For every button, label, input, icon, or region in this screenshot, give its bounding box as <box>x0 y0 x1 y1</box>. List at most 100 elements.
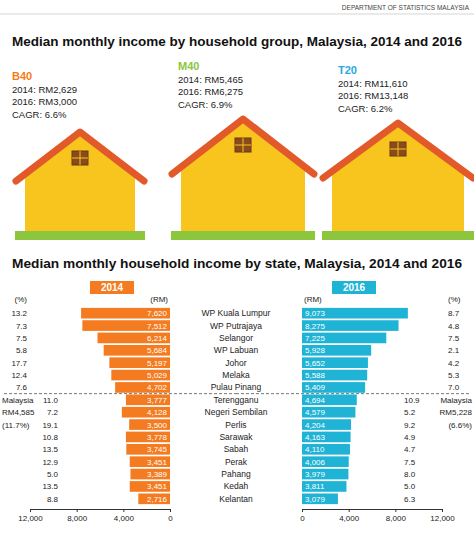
tick: 4,000 <box>339 509 360 523</box>
group-line: 2014: RM2,629 <box>12 84 77 95</box>
data-label: 2,716 <box>147 495 168 504</box>
category-label: WP Kuala Lumpur <box>202 308 271 318</box>
tick: 4,000 <box>114 509 135 523</box>
house-wall <box>25 135 135 231</box>
data-label: 3,451 <box>147 482 168 491</box>
lawn <box>15 231 145 240</box>
series-box <box>90 281 134 294</box>
bar <box>302 370 367 381</box>
category-label: Sabah <box>224 444 249 454</box>
category-label: WP Putrajaya <box>210 321 262 331</box>
bars <box>81 308 170 504</box>
group-line: CAGR: 6.6% <box>12 109 67 120</box>
bar <box>130 481 170 492</box>
growth-label: 7.5 <box>404 458 416 467</box>
growth-label: 4.2 <box>448 359 460 368</box>
growth-label: 10.8 <box>42 433 58 442</box>
tick-label: 12,000 <box>430 514 455 523</box>
data-label: 3,451 <box>147 458 168 467</box>
page: DEPARTMENT OF STATISTICS MALAYSIA Median … <box>0 0 474 550</box>
tick-label: 4,000 <box>339 514 360 523</box>
section-title: Median monthly income by household group… <box>12 34 462 49</box>
series-name: 2014 <box>101 282 124 293</box>
tick-mark <box>123 509 124 512</box>
group-line: 2014: RM5,465 <box>178 74 243 85</box>
series-box <box>332 281 376 294</box>
lawn <box>322 231 474 240</box>
tick: 0 <box>300 509 305 523</box>
growth-label: 7.5 <box>448 334 460 343</box>
group-line: 2014: RM11,610 <box>338 78 408 89</box>
data-label: 5,197 <box>147 359 168 368</box>
data-label: 4,163 <box>305 433 326 442</box>
growth-label: 6.3 <box>404 495 416 504</box>
growth-label: 5.2 <box>404 408 416 417</box>
tick-mark <box>349 509 350 512</box>
background <box>0 0 474 550</box>
data-label: 3,079 <box>305 495 326 504</box>
series-name: 2016 <box>343 282 366 293</box>
data-label: 5,588 <box>305 371 326 380</box>
tick-mark <box>170 509 171 512</box>
bar <box>302 419 351 430</box>
house-window <box>72 151 88 165</box>
group-line: 2016: RM3,000 <box>12 96 77 107</box>
bar <box>115 382 170 393</box>
national-annotation: RM5,228 <box>440 408 473 417</box>
growth-label: 5.0 <box>47 470 59 479</box>
bar <box>104 345 170 356</box>
growth-label: 17.7 <box>11 359 27 368</box>
data-label: 3,745 <box>147 445 168 454</box>
category-label: WP Labuan <box>214 345 259 355</box>
growth-label: 10.9 <box>404 396 420 405</box>
growth-label: 9.2 <box>404 421 416 430</box>
growth-label: 7.0 <box>448 383 460 392</box>
category-label: Pahang <box>221 469 251 479</box>
data-label: 5,652 <box>305 359 326 368</box>
growth-label: 5.3 <box>448 371 460 380</box>
data-label: 4,579 <box>305 408 326 417</box>
bar <box>81 308 170 319</box>
tick-mark <box>395 509 396 512</box>
house-window <box>235 138 251 152</box>
growth-label: 4.8 <box>448 322 460 331</box>
divider <box>236 393 470 394</box>
bar <box>302 394 357 405</box>
national-annotation: (11.7%) <box>2 421 30 430</box>
bar <box>98 333 170 344</box>
growth-label: 7.3 <box>16 322 28 331</box>
category-label: Kedah <box>224 481 249 491</box>
bar <box>122 407 170 418</box>
data-label: 6,214 <box>147 334 168 343</box>
growth-label: 19.1 <box>42 421 58 430</box>
window-bar <box>235 145 251 146</box>
category-label: Sarawak <box>219 432 253 442</box>
growth-label: 12.4 <box>11 371 27 380</box>
growth-label: 4.9 <box>404 433 416 442</box>
growth-label: 12.9 <box>42 458 58 467</box>
growth-label: 11.0 <box>43 396 59 405</box>
tick: 0 <box>168 509 173 523</box>
bar <box>302 444 350 455</box>
growth-label: 5.0 <box>404 482 416 491</box>
category-label: Johor <box>225 358 246 368</box>
tick-label: 0 <box>300 514 305 523</box>
bar <box>126 394 170 405</box>
data-label: 5,409 <box>305 383 326 392</box>
lawn <box>171 231 315 240</box>
bar <box>302 357 368 368</box>
source: DEPARTMENT OF STATISTICS MALAYSIA <box>342 4 470 11</box>
national-annotation: Malaysia <box>2 396 34 405</box>
data-label: 5,029 <box>147 371 168 380</box>
axis-line <box>303 509 443 510</box>
house-window <box>390 142 406 156</box>
category-label: Selangor <box>219 333 253 343</box>
group-line: 2016: RM13,148 <box>338 90 408 101</box>
group-line: 2016: RM6,275 <box>178 86 243 97</box>
house <box>171 119 315 240</box>
bar <box>302 456 349 467</box>
bar <box>130 456 170 467</box>
tick-label: 8,000 <box>67 514 88 523</box>
data-label: 3,500 <box>147 421 168 430</box>
axis-line <box>31 509 171 510</box>
